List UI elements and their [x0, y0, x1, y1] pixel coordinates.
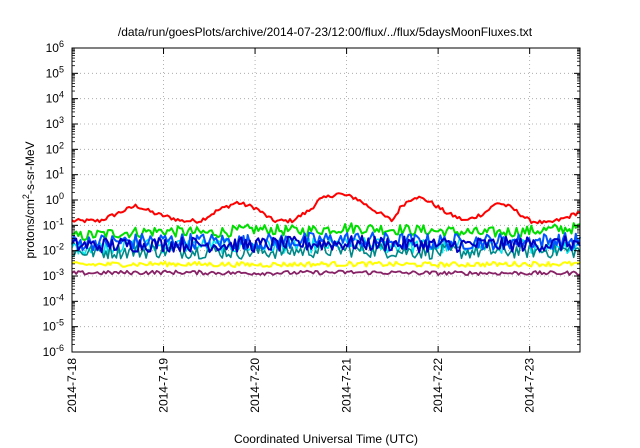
series-line [71, 242, 581, 260]
y-tick-base: 10 [43, 294, 57, 308]
series-line [71, 234, 581, 254]
y-tick-exponent: -3 [56, 267, 64, 277]
y-tick-base: 10 [43, 345, 57, 359]
y-tick-label: 10-5 [43, 318, 64, 334]
y-tick-label: 102 [46, 140, 64, 156]
y-tick-exponent: 2 [59, 140, 64, 150]
y-tick-exponent: 0 [59, 191, 64, 201]
y-tick-label: 101 [46, 166, 64, 182]
y-tick-label: 10-2 [43, 242, 64, 258]
y-tick-base: 10 [43, 218, 57, 232]
y-axis-title: protons/cm2-s-sr-MeV [21, 141, 37, 258]
y-tick-label: 10-3 [43, 267, 64, 283]
y-tick-label: 105 [46, 64, 64, 80]
x-tick-label: 2014-7-18 [65, 358, 79, 413]
series-line [71, 222, 581, 241]
x-tick-labels: 2014-7-18 2014-7-19 2014-7-20 2014-7-21 2014… [65, 358, 537, 413]
x-tick-label: 2014-7-20 [248, 358, 262, 413]
y-tick-base: 10 [46, 142, 60, 156]
y-tick-base: 10 [46, 66, 60, 80]
y-tick-exponent: -5 [56, 318, 64, 328]
y-tick-base: 10 [46, 193, 60, 207]
y-tick-base: 10 [46, 92, 60, 106]
series-layer [71, 192, 581, 276]
chart-title: /data/run/goesPlots/archive/2014-07-23/1… [118, 25, 533, 39]
y-tick-base: 10 [46, 117, 60, 131]
y-tick-label: 10-6 [43, 343, 64, 359]
tick-layer [71, 47, 580, 353]
grid-layer [72, 48, 580, 352]
series-line [71, 260, 581, 269]
y-axis-title-main: protons/cm [23, 199, 37, 258]
y-tick-base: 10 [46, 41, 60, 55]
y-tick-exponent: 6 [59, 39, 64, 49]
y-tick-exponent: -2 [56, 242, 64, 252]
x-tick-label: 2014-7-23 [523, 358, 537, 413]
x-tick-label: 2014-7-19 [157, 358, 171, 413]
y-tick-exponent: 5 [59, 64, 64, 74]
y-tick-base: 10 [43, 244, 57, 258]
y-tick-base: 10 [43, 320, 57, 334]
y-axis-title-rest: -s-sr-MeV [23, 141, 37, 194]
series-line [71, 269, 581, 276]
y-tick-label: 103 [46, 115, 64, 131]
y-tick-base: 10 [43, 269, 57, 283]
y-tick-labels: 10610510410310210110010-110-210-310-410-… [43, 39, 64, 359]
y-tick-exponent: -1 [56, 216, 64, 226]
y-tick-base: 10 [46, 168, 60, 182]
y-tick-exponent: 4 [59, 90, 64, 100]
y-tick-label: 106 [46, 39, 64, 55]
y-axis-title-sup: 2 [21, 194, 31, 199]
y-tick-exponent: 1 [59, 166, 64, 176]
y-tick-label: 10-4 [43, 292, 64, 308]
y-tick-label: 100 [46, 191, 64, 207]
series-line [71, 192, 581, 225]
x-tick-label: 2014-7-21 [340, 358, 354, 413]
x-axis-title: Coordinated Universal Time (UTC) [234, 432, 418, 446]
y-tick-exponent: -6 [56, 343, 64, 353]
y-tick-exponent: 3 [59, 115, 64, 125]
y-tick-label: 104 [46, 90, 64, 106]
y-tick-label: 10-1 [43, 216, 64, 232]
y-tick-exponent: -4 [56, 292, 64, 302]
x-tick-label: 2014-7-22 [431, 358, 445, 413]
